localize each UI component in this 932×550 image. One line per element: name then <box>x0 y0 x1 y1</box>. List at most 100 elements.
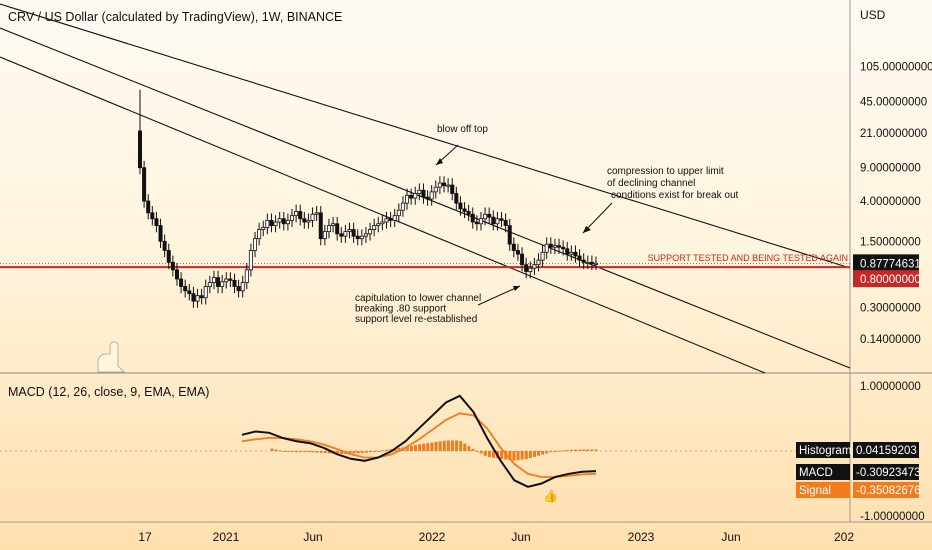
candle-body <box>310 213 315 221</box>
signal-value-badge <box>853 482 919 498</box>
candle-body <box>573 251 578 257</box>
signal-value: -0.35082676 <box>856 485 921 497</box>
histogram-bar <box>356 451 360 454</box>
dino-icon <box>97 341 126 373</box>
candle-body <box>248 250 253 271</box>
histogram-bar <box>389 449 393 451</box>
annotation-compression-line: conditions exist for break out <box>611 190 739 201</box>
macd-label-badge <box>796 464 850 480</box>
candle-body <box>240 282 245 292</box>
annotations: blow off top compression to upper limitof… <box>355 124 739 325</box>
candle-body <box>216 277 221 287</box>
candle-body <box>417 189 422 194</box>
histogram-bar <box>377 450 381 452</box>
histogram-bar <box>524 451 528 460</box>
histogram-bar <box>373 451 377 452</box>
candle-body <box>343 231 348 237</box>
candle-body <box>548 243 553 248</box>
candle-body <box>158 225 163 242</box>
histogram-bar <box>368 451 372 453</box>
annotation-blow-off-top: blow off top <box>437 124 488 135</box>
histogram-bar <box>422 443 426 451</box>
candle-body <box>433 186 438 193</box>
candle-body <box>261 227 266 230</box>
price-tick-label: 105.00000000 <box>860 62 932 74</box>
histogram-bar <box>475 451 479 452</box>
annotation-arrow <box>477 285 521 306</box>
macd-value-badge <box>853 464 919 480</box>
support-price-badge <box>853 270 919 288</box>
signal-label: Signal <box>799 485 831 497</box>
candle-body <box>569 251 574 255</box>
histogram-bar <box>303 451 307 453</box>
histogram-bar <box>438 441 442 451</box>
signal-label-badge <box>796 482 850 498</box>
tradingview-dino-logo <box>97 341 126 373</box>
candle-body <box>207 282 212 287</box>
annotation-capitulation-line: breaking .80 support <box>355 304 446 315</box>
channel-line <box>0 56 766 374</box>
candle-body <box>561 246 566 250</box>
candle-body <box>368 229 373 235</box>
candle-body <box>142 167 147 202</box>
time-tick-label: 202 <box>834 530 854 544</box>
histogram-bar <box>516 451 520 461</box>
annotation-compression-line: of declining channel <box>607 178 695 189</box>
candle-body <box>306 219 311 223</box>
candle-body <box>429 191 434 200</box>
candle-body <box>388 218 393 221</box>
candle-body <box>520 253 525 266</box>
candle-body <box>162 240 167 251</box>
histogram-bar <box>578 449 582 451</box>
histogram-bar <box>348 451 352 454</box>
candle-body <box>507 225 512 245</box>
candle-body <box>244 269 249 283</box>
support-label: SUPPORT TESTED AND BEING TESTED AGAIN <box>648 253 848 263</box>
candle-body <box>174 269 179 280</box>
histogram-bar <box>418 444 422 451</box>
support-price-label: 0.80000000 <box>860 274 921 286</box>
candle-body <box>322 231 327 240</box>
histogram-bar <box>278 450 282 452</box>
candle-body <box>524 264 529 272</box>
candle-body <box>552 245 557 248</box>
histogram-label-badge <box>796 442 850 458</box>
histogram-bar <box>311 451 315 453</box>
annotation-compression-line: compression to upper limit <box>607 166 724 177</box>
histogram-bar <box>446 440 450 451</box>
histogram-bar <box>327 451 331 454</box>
histogram-bar <box>549 451 553 453</box>
price-tick-label: 9.00000000 <box>860 163 921 175</box>
annotation-capitulation-line: capitulation to lower channel <box>355 293 481 304</box>
candle-body <box>363 233 368 237</box>
histogram-bar <box>545 451 549 454</box>
histogram-bar <box>553 451 557 452</box>
annotation-arrowhead <box>513 286 520 291</box>
candle-body <box>421 189 426 198</box>
candle-body <box>540 251 545 261</box>
last-price-badge <box>853 254 919 272</box>
candle-body <box>585 261 590 264</box>
candle-body <box>446 184 451 187</box>
candle-body <box>183 286 188 292</box>
candle-body <box>499 218 504 221</box>
histogram-bar <box>471 448 475 451</box>
candle-body <box>294 211 299 217</box>
histogram-label: Histogram <box>799 445 851 457</box>
histogram-bar <box>381 450 385 452</box>
candle-body <box>318 212 323 240</box>
candle-body <box>462 208 467 212</box>
histogram-bar <box>282 451 286 452</box>
candle-body <box>220 281 225 287</box>
histogram-bar <box>434 441 438 451</box>
candle-body <box>150 212 155 220</box>
histogram-bar <box>528 451 532 459</box>
channel-lines <box>0 3 851 374</box>
candle-body <box>536 259 541 266</box>
currency-label: USD <box>860 8 886 22</box>
candle-body <box>199 295 204 299</box>
candle-body <box>450 184 455 194</box>
annotation-capitulation-line: support level re-established <box>355 314 477 325</box>
time-axis: 17 2021 Jun 2022 Jun 2023 Jun 202 <box>138 530 854 544</box>
